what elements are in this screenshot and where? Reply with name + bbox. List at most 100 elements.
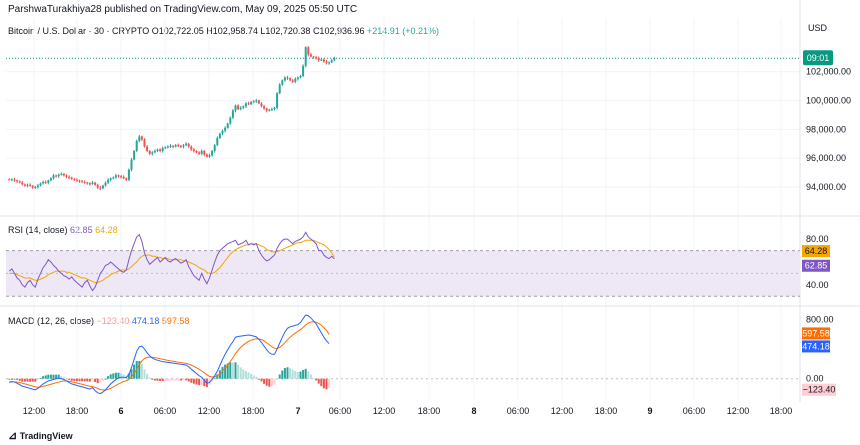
macd-histogram-bar: [151, 378, 154, 380]
rsi-ma-badge: [802, 245, 830, 258]
candle-body: [270, 109, 273, 111]
macd-tick-0: 0.00: [806, 374, 824, 384]
macd-hist-value: −123.40: [96, 316, 130, 326]
macd-histogram-bar: [91, 378, 94, 380]
macd-histogram-bar: [260, 378, 263, 382]
macd-histogram-bar: [322, 378, 325, 389]
macd-histogram-bar: [172, 378, 175, 381]
candle-body: [130, 159, 133, 170]
macd-histogram-bar: [73, 378, 76, 381]
candle-body: [174, 145, 177, 147]
candle-body: [302, 65, 305, 77]
macd-histogram-bar: [302, 369, 305, 379]
macd-histogram-bar: [237, 364, 240, 379]
macd-histogram-bar: [200, 378, 203, 386]
macd-histogram-bar: [320, 378, 323, 387]
rsi-ma-line: [9, 239, 335, 284]
macd-histogram-bar: [239, 367, 242, 379]
candle-body: [31, 185, 34, 188]
candle-body: [203, 150, 206, 155]
symbol-info: Bitcoin / U.S. Dollar · 30 · CRYPTO O102…: [8, 26, 439, 36]
macd-histogram-bar: [164, 378, 167, 381]
macd-histogram-bar: [62, 377, 65, 379]
candle-body: [13, 179, 16, 181]
candle-body: [208, 155, 211, 157]
candle-body: [268, 109, 271, 111]
candle-body: [138, 136, 141, 141]
candle-body: [73, 179, 76, 181]
macd-histogram-bar: [179, 378, 182, 381]
macd-histogram-bar: [257, 378, 260, 380]
candle-body: [127, 169, 130, 180]
macd-histogram-bar: [143, 369, 146, 379]
candle-body: [281, 80, 284, 85]
candle-body: [309, 54, 312, 57]
candle-body: [247, 103, 250, 105]
macd-histogram-bar: [47, 374, 50, 379]
candle-body: [200, 150, 203, 154]
macd-histogram-bar: [68, 378, 71, 380]
candle-body: [99, 187, 102, 189]
candle-body: [91, 182, 94, 185]
candle-body: [325, 61, 328, 64]
candle-body: [226, 123, 229, 128]
candle-body: [101, 185, 104, 189]
y-tick-label: 100,000.00: [806, 96, 851, 106]
y-tick-label: 102,000.00: [806, 67, 851, 77]
macd-histogram-bar: [328, 378, 331, 388]
candle-body: [159, 149, 162, 151]
macd-histogram-bar: [52, 374, 55, 379]
candle-body: [120, 176, 123, 178]
price-badge-time: 09:01: [807, 53, 830, 63]
macd-histogram-bar: [109, 374, 112, 379]
rsi-tick-80: 80.00: [806, 234, 829, 244]
macd-histogram-bar: [146, 374, 149, 379]
candle-body: [112, 177, 115, 179]
macd-histogram-bar: [13, 378, 16, 380]
candle-body: [94, 182, 97, 185]
candle-body: [96, 184, 99, 188]
candle-body: [229, 117, 232, 124]
macd-histogram-bar: [192, 378, 195, 384]
candle-body: [57, 174, 60, 177]
macd-histogram-bar: [39, 377, 42, 379]
candle-body: [242, 106, 245, 108]
candle-body: [55, 175, 58, 177]
candle-body: [88, 183, 91, 185]
candle-body: [182, 145, 185, 147]
macd-histogram-bar: [286, 367, 289, 379]
macd-histogram-bar: [130, 369, 133, 379]
macd-histogram-bar: [294, 371, 297, 379]
candle-body: [104, 182, 107, 186]
macd-histogram-bar: [44, 375, 47, 379]
x-tick-label: 18:00: [66, 406, 89, 416]
macd-legend[interactable]: MACD (12, 26, close) −123.40 474.18 597.…: [8, 316, 189, 326]
macd-histogram-bar: [315, 378, 318, 381]
x-tick-label: 9: [647, 406, 652, 416]
macd-signal-line: [9, 321, 330, 391]
macd-signal-badge: [802, 327, 830, 340]
candle-body: [60, 173, 63, 175]
candle-body: [317, 58, 320, 61]
candle-body: [252, 101, 255, 103]
rsi-legend[interactable]: RSI (14, close) 62.85 64.28: [8, 225, 118, 235]
rsi-line: [8, 231, 335, 292]
candle-body: [83, 181, 86, 183]
macd-histogram-bar: [203, 378, 206, 387]
candle-body: [143, 139, 146, 147]
currency-label: USD: [808, 23, 828, 33]
candle-body: [161, 148, 164, 151]
y-tick-label: 96,000.00: [806, 153, 846, 163]
macd-histogram-bar: [112, 373, 115, 379]
macd-histogram-bar: [255, 376, 258, 379]
macd-histogram-bar: [304, 368, 307, 379]
macd-histogram-bar: [161, 378, 164, 382]
x-tick-label: 12:00: [551, 406, 574, 416]
symbol-name[interactable]: Bitcoin / U.S. Dollar · 30 · CRYPTO: [8, 26, 150, 36]
macd-histogram-bar: [185, 378, 188, 381]
candle-body: [122, 176, 125, 179]
macd-histogram-bar: [55, 374, 58, 379]
candle-body: [135, 140, 138, 151]
macd-histogram-bar: [187, 378, 190, 382]
